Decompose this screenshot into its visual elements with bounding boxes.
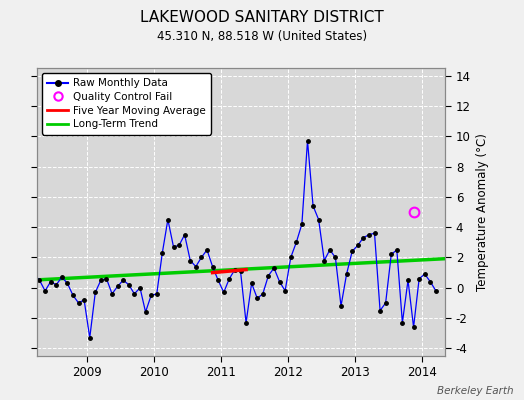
Y-axis label: Temperature Anomaly (°C): Temperature Anomaly (°C) bbox=[476, 133, 489, 291]
Text: 45.310 N, 88.518 W (United States): 45.310 N, 88.518 W (United States) bbox=[157, 30, 367, 43]
Text: LAKEWOOD SANITARY DISTRICT: LAKEWOOD SANITARY DISTRICT bbox=[140, 10, 384, 25]
Legend: Raw Monthly Data, Quality Control Fail, Five Year Moving Average, Long-Term Tren: Raw Monthly Data, Quality Control Fail, … bbox=[42, 73, 211, 134]
Text: Berkeley Earth: Berkeley Earth bbox=[437, 386, 514, 396]
